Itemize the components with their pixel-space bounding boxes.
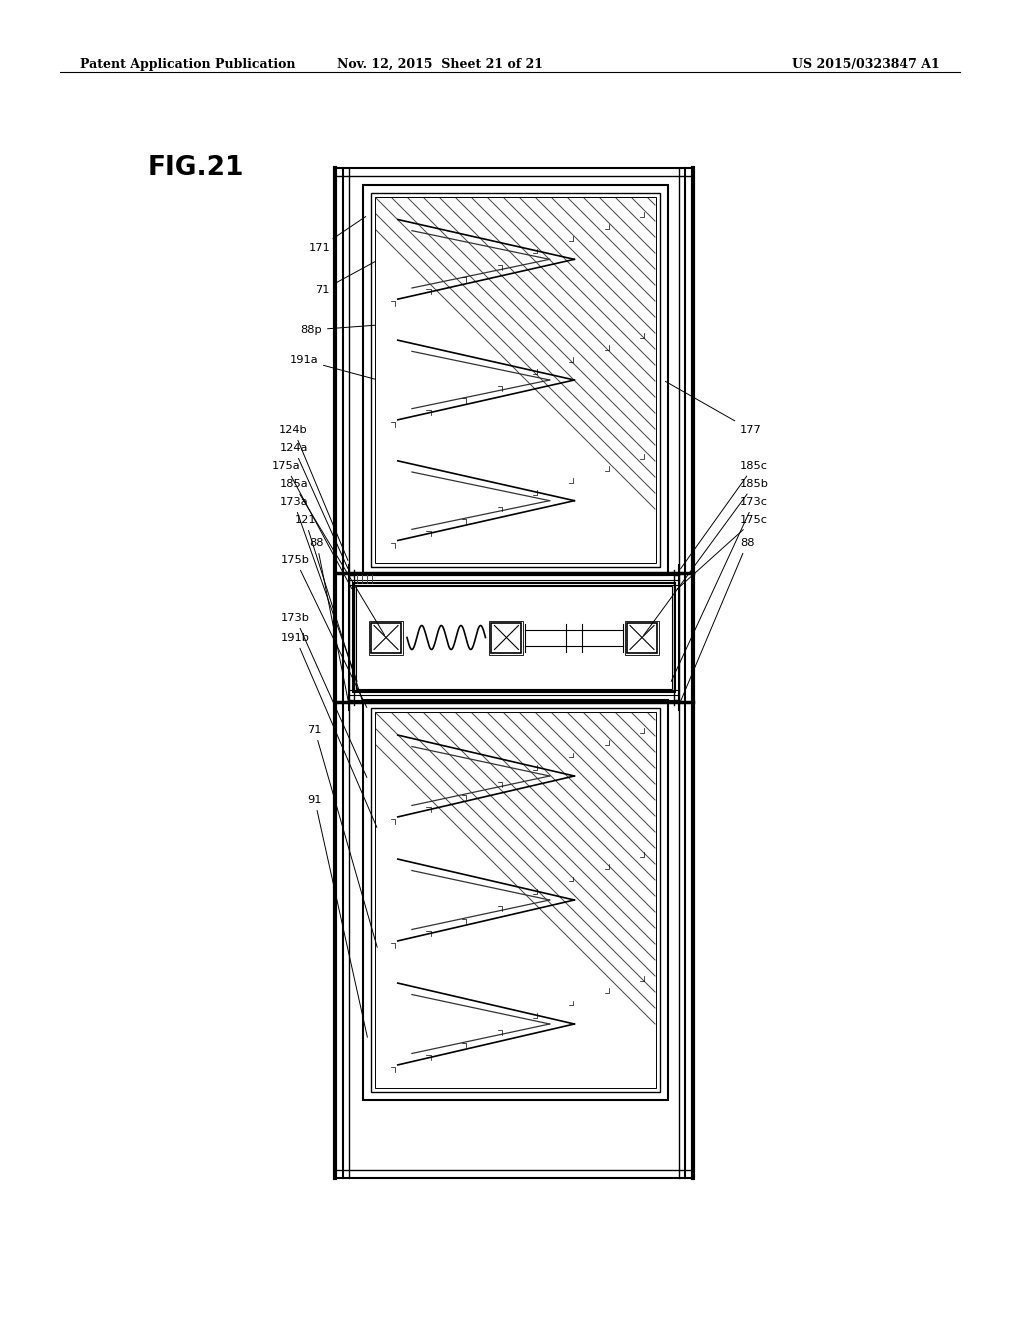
Text: 71: 71 bbox=[307, 725, 377, 948]
Bar bbox=[371, 623, 401, 652]
Text: 185a: 185a bbox=[280, 479, 385, 635]
Text: 175b: 175b bbox=[281, 554, 367, 708]
Text: 173b: 173b bbox=[281, 612, 367, 777]
Text: 175c: 175c bbox=[677, 515, 768, 589]
Text: 173c: 173c bbox=[671, 498, 768, 681]
Bar bbox=[375, 711, 656, 1088]
Text: 124b: 124b bbox=[280, 425, 348, 561]
Text: 177: 177 bbox=[666, 381, 762, 436]
Bar bbox=[489, 620, 523, 655]
Text: Patent Application Publication: Patent Application Publication bbox=[80, 58, 296, 71]
Bar bbox=[371, 193, 660, 568]
Text: 124a: 124a bbox=[280, 444, 348, 569]
Bar bbox=[492, 623, 521, 652]
Bar bbox=[369, 620, 403, 655]
Text: 191b: 191b bbox=[281, 634, 377, 828]
Text: 173a: 173a bbox=[280, 498, 357, 681]
Bar bbox=[625, 620, 659, 655]
Text: 121: 121 bbox=[294, 515, 362, 701]
Bar bbox=[375, 197, 656, 564]
Text: 185c: 185c bbox=[681, 461, 768, 569]
Bar bbox=[353, 583, 675, 692]
Bar bbox=[362, 700, 668, 1100]
Text: 88: 88 bbox=[680, 539, 755, 702]
Bar bbox=[356, 586, 672, 689]
Text: 171: 171 bbox=[308, 216, 366, 253]
Text: US 2015/0323847 A1: US 2015/0323847 A1 bbox=[793, 58, 940, 71]
Text: 88p: 88p bbox=[300, 325, 375, 335]
Text: 175a: 175a bbox=[271, 461, 351, 589]
Bar bbox=[362, 185, 668, 576]
Text: Nov. 12, 2015  Sheet 21 of 21: Nov. 12, 2015 Sheet 21 of 21 bbox=[337, 58, 543, 71]
Text: 71: 71 bbox=[315, 261, 376, 294]
Text: FIG.21: FIG.21 bbox=[148, 154, 245, 181]
Bar bbox=[627, 623, 657, 652]
Text: 191a: 191a bbox=[290, 355, 376, 379]
Text: 185b: 185b bbox=[644, 479, 769, 635]
Text: 91: 91 bbox=[307, 795, 368, 1038]
Bar bbox=[371, 708, 660, 1092]
Text: 88: 88 bbox=[309, 539, 348, 702]
